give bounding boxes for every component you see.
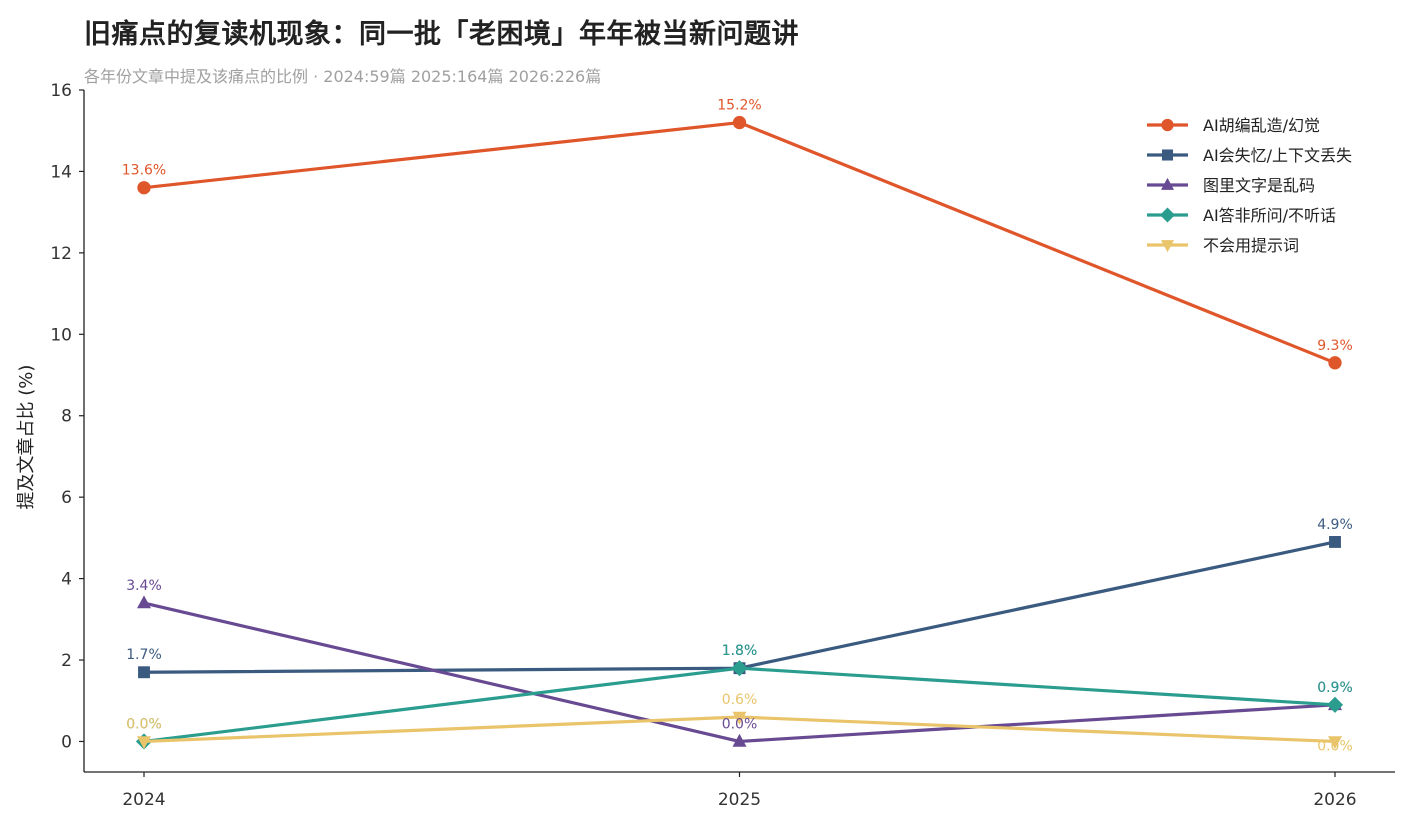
axes: 0 2 4 6 8 10 12 14 16 2024 2025 2026 bbox=[50, 81, 1395, 810]
x-tick-label: 2026 bbox=[1313, 790, 1356, 810]
data-point bbox=[732, 115, 747, 130]
data-point bbox=[137, 181, 151, 195]
series-1 bbox=[137, 115, 1342, 370]
series-5 bbox=[137, 711, 1342, 750]
data-label: 1.7% bbox=[126, 647, 162, 663]
data-point bbox=[138, 666, 150, 679]
data-label: 3.4% bbox=[126, 578, 162, 594]
legend-item: AI胡编乱造/幻觉 bbox=[1147, 116, 1320, 135]
data-point bbox=[1329, 536, 1341, 548]
y-tick-label: 12 bbox=[50, 244, 72, 264]
chart-subtitle: 各年份文章中提及该痛点的比例 · 2024:59篇 2025:164篇 2026… bbox=[84, 67, 602, 86]
legend-marker bbox=[1161, 149, 1174, 161]
data-label: 0.9% bbox=[1317, 680, 1353, 696]
data-label: 0.0% bbox=[1317, 738, 1353, 754]
y-tick-label: 14 bbox=[50, 162, 72, 182]
legend-item: 图里文字是乱码 bbox=[1147, 176, 1315, 195]
x-tick-label: 2024 bbox=[122, 790, 165, 810]
legend-marker bbox=[1160, 207, 1175, 223]
data-label: 1.8% bbox=[722, 643, 758, 659]
chart-title: 旧痛点的复读机现象：同一批「老困境」年年被当新问题讲 bbox=[84, 19, 799, 50]
data-point bbox=[732, 711, 747, 725]
data-labels: 13.6% 15.2% 9.3% 1.7% 1.8% 4.9% 3.4% 0.0% 0.9% 0.… bbox=[122, 98, 1353, 755]
data-label: 0.0% bbox=[722, 716, 758, 732]
data-label: 9.3% bbox=[1317, 338, 1353, 354]
data-label: 1.8% bbox=[722, 643, 758, 659]
x-tick-label: 2025 bbox=[718, 790, 761, 810]
y-tick-label: 0 bbox=[61, 732, 72, 752]
data-label: 0.9% bbox=[1317, 680, 1353, 696]
legend-label: AI答非所问/不听话 bbox=[1203, 206, 1336, 225]
data-point bbox=[1328, 736, 1342, 750]
data-point bbox=[731, 660, 748, 677]
data-label: 13.6% bbox=[122, 163, 166, 179]
data-point bbox=[137, 736, 151, 750]
data-point bbox=[1328, 356, 1342, 370]
data-label: 0.0% bbox=[126, 716, 162, 732]
legend-label: AI胡编乱造/幻觉 bbox=[1203, 116, 1320, 135]
legend-marker bbox=[1161, 177, 1174, 190]
data-label: 0.6% bbox=[722, 692, 758, 708]
legend-item: AI会失忆/上下文丢失 bbox=[1147, 146, 1352, 165]
y-tick-label: 6 bbox=[61, 488, 72, 508]
y-axis-label: 提及文章占比 (%) bbox=[16, 365, 37, 510]
data-label: 15.2% bbox=[717, 98, 761, 114]
data-point bbox=[732, 733, 747, 747]
y-tick-label: 4 bbox=[61, 570, 72, 590]
legend-label: AI会失忆/上下文丢失 bbox=[1203, 146, 1352, 165]
legend-marker bbox=[1161, 118, 1174, 132]
legend-label: 图里文字是乱码 bbox=[1203, 176, 1315, 195]
data-label: 4.9% bbox=[1317, 517, 1353, 533]
y-tick-label: 2 bbox=[61, 651, 72, 671]
series-line bbox=[143, 120, 1336, 365]
y-tick-label: 10 bbox=[50, 325, 72, 345]
data-point bbox=[137, 595, 151, 609]
data-point bbox=[1326, 696, 1344, 713]
legend-label: 不会用提示词 bbox=[1203, 236, 1299, 255]
legend-marker bbox=[1161, 240, 1174, 253]
y-tick-label: 8 bbox=[61, 407, 72, 427]
series-layer bbox=[135, 115, 1344, 750]
legend-item: AI答非所问/不听话 bbox=[1147, 206, 1336, 225]
legend-item: 不会用提示词 bbox=[1147, 236, 1299, 255]
y-tick-label: 16 bbox=[50, 81, 72, 101]
data-label: 0.0% bbox=[126, 716, 162, 732]
